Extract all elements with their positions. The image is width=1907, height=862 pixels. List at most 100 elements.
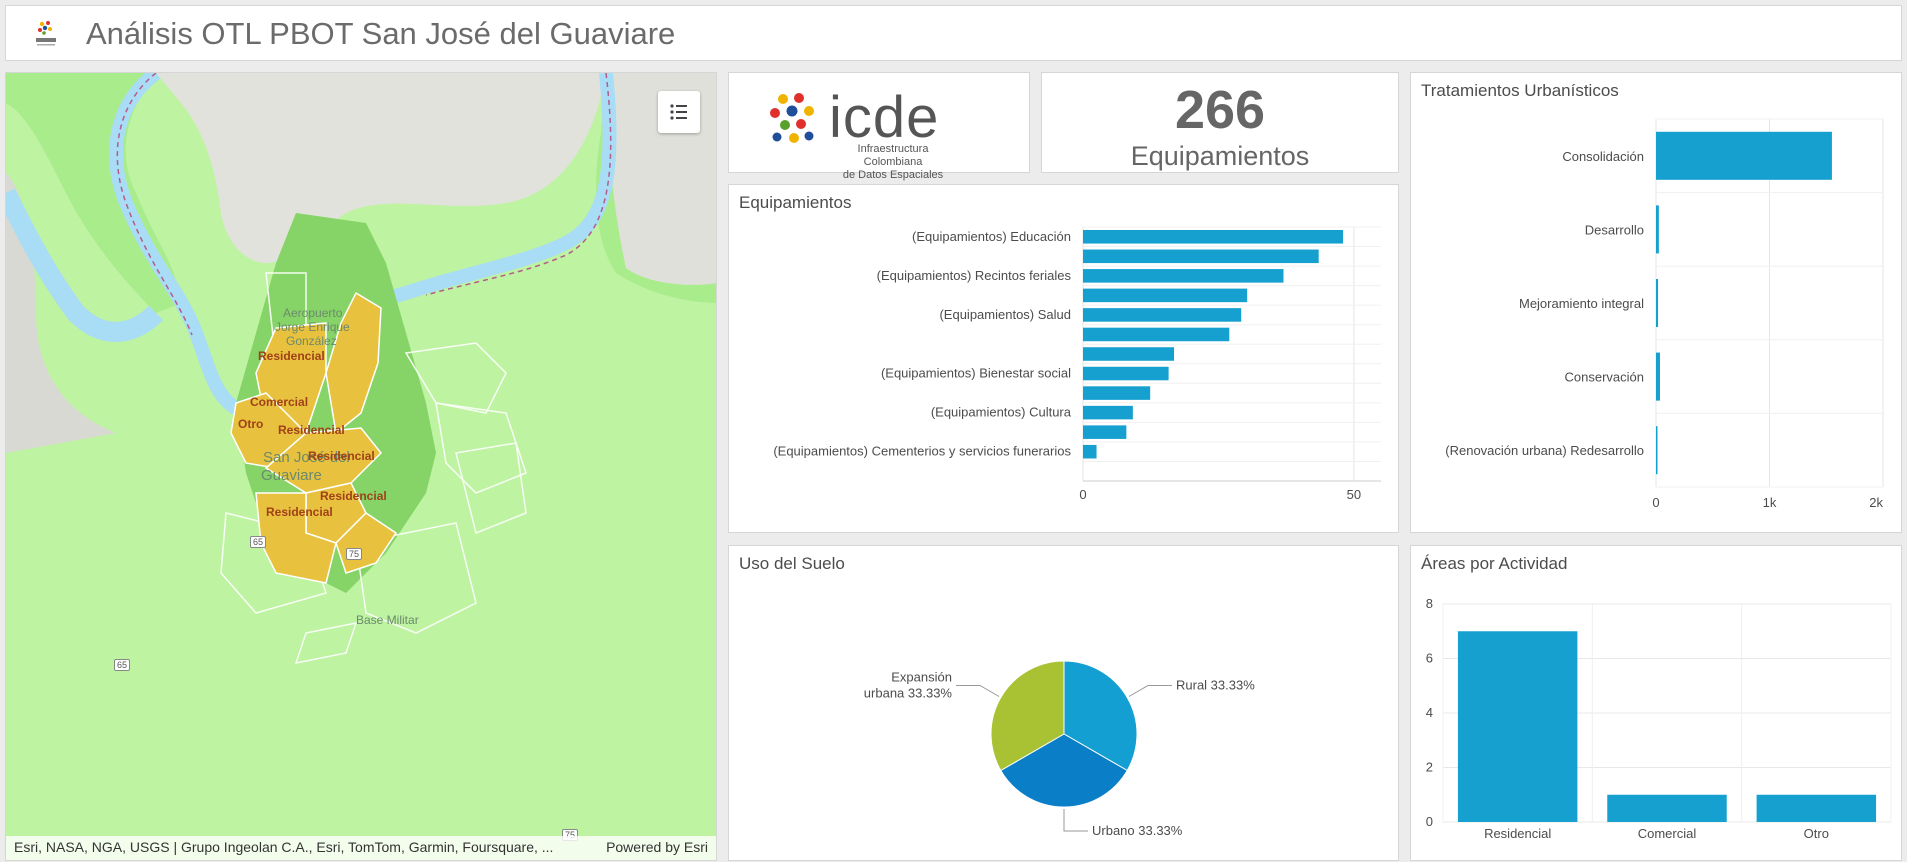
icde-logo-card: icde Infraestructura Colombiana de Datos… (728, 72, 1030, 181)
map-attribution: Esri, NASA, NGA, USGS | Grupo Ingeolan C… (6, 836, 716, 860)
bar[interactable] (1083, 230, 1344, 244)
category-label: Conservación (1565, 370, 1645, 385)
pie-leader-line (955, 685, 1000, 697)
tratamientos-chart-panel: Tratamientos Urbanísticos 0 1k 2k Consolida… (1410, 72, 1902, 533)
x-tick-label: 1k (1763, 495, 1777, 510)
bar[interactable] (1083, 347, 1175, 361)
areas-actividad-bar-chart[interactable]: 0 2 4 6 8 Residencial Comercial Otro (1411, 582, 1901, 860)
x-tick-label: 50 (1347, 487, 1361, 502)
category-label: (Equipamientos) Educación (912, 229, 1071, 244)
bar[interactable] (1656, 131, 1832, 180)
category-label: Consolidación (1562, 149, 1644, 164)
zone-label: Residencial (266, 505, 333, 519)
category-label: (Equipamientos) Cultura (931, 405, 1072, 420)
pie-label: Expansión (891, 670, 952, 685)
uso-suelo-pie-chart[interactable]: Rural 33.33% Urbano 33.33% Expansiónurbana… (729, 582, 1398, 860)
road-shield: 75 (346, 548, 363, 560)
y-tick-label: 2 (1426, 760, 1433, 775)
category-label: Residencial (1484, 826, 1551, 841)
zone-label: Residencial (308, 449, 375, 463)
zone-label: Residencial (320, 489, 387, 503)
equipamientos-chart-panel: Equipamientos 0 50 (Equipamientos) Educaci… (728, 184, 1399, 533)
zone-label: Residencial (278, 423, 345, 437)
panel-title: Equipamientos (739, 193, 852, 212)
icde-subtitle-line: Infraestructura Colombiana (857, 143, 929, 168)
category-label: (Equipamientos) Recintos feriales (877, 268, 1072, 283)
bar[interactable] (1457, 631, 1578, 822)
uso-suelo-chart-panel: Uso del Suelo Rural 33.33% Urbano 33.33% E… (728, 545, 1399, 861)
category-label: (Equipamientos) Cementerios y servicios … (773, 444, 1071, 459)
bar[interactable] (1083, 269, 1284, 283)
bar[interactable] (1656, 279, 1659, 327)
x-tick-label: 0 (1079, 487, 1086, 502)
x-tick-label: 2k (1869, 495, 1883, 510)
bar[interactable] (1656, 352, 1660, 401)
bar[interactable] (1656, 205, 1659, 254)
panel-title: Tratamientos Urbanísticos (1421, 81, 1619, 100)
bar[interactable] (1083, 425, 1127, 439)
y-tick-label: 8 (1426, 596, 1433, 611)
pie-leader-line (1063, 809, 1088, 832)
map-canvas[interactable] (6, 73, 717, 861)
app-header: Análisis OTL PBOT San José del Guaviare (5, 5, 1902, 61)
kpi-value: 266 (1174, 80, 1266, 140)
bar[interactable] (1083, 249, 1319, 264)
legend-button[interactable] (658, 91, 700, 133)
bar[interactable] (1083, 444, 1097, 459)
pie-label: urbana 33.33% (864, 686, 953, 701)
tratamientos-bar-chart[interactable]: 0 1k 2k Consolidación Desarrollo Mejoramiento… (1411, 109, 1901, 531)
panel-title: Áreas por Actividad (1421, 554, 1568, 573)
icde-logo-icon (770, 93, 814, 143)
bar[interactable] (1083, 386, 1151, 400)
road-shield: 65 (250, 536, 267, 548)
icde-small-logo-icon (36, 21, 56, 46)
road-shield: 65 (114, 659, 131, 671)
category-label: (Equipamientos) Salud (939, 307, 1071, 322)
icde-subtitle-line: de Datos Espaciales (842, 169, 944, 181)
zone-label: Otro (238, 417, 264, 431)
zone-label: Comercial (250, 395, 309, 409)
place-label: Jorge Enrique (275, 320, 350, 334)
place-label: San José del (263, 449, 350, 466)
bar[interactable] (1756, 794, 1877, 822)
zone-label: Residencial (258, 349, 325, 363)
bar[interactable] (1083, 288, 1248, 303)
equipamientos-bar-chart[interactable]: 0 50 (Equipamientos) Educación (Equipamient… (729, 221, 1398, 531)
category-label: (Renovación urbana) Redesarrollo (1445, 443, 1644, 458)
kpi-card: 266 Equipamientos (1041, 72, 1399, 173)
category-label: Comercial (1638, 826, 1697, 841)
category-label: (Equipamientos) Bienestar social (881, 366, 1071, 381)
attribution-text: Esri, NASA, NGA, USGS | Grupo Ingeolan C… (14, 839, 554, 855)
icde-subtitle: Infraestructura Colombiana de Datos Espa… (833, 143, 953, 182)
x-tick-label: 0 (1652, 495, 1659, 510)
category-label: Desarrollo (1585, 222, 1644, 237)
pie-label: Rural 33.33% (1176, 678, 1255, 693)
pie-slice[interactable] (990, 660, 1065, 772)
icde-brand-text: icde (829, 85, 940, 150)
page-title: Análisis OTL PBOT San José del Guaviare (86, 16, 676, 51)
place-label: Base Militar (356, 613, 419, 627)
category-label: Otro (1804, 826, 1829, 841)
powered-by-esri-link[interactable]: Powered by Esri (606, 839, 708, 855)
panel-title: Uso del Suelo (739, 554, 845, 573)
y-tick-label: 0 (1426, 814, 1433, 829)
bar[interactable] (1083, 405, 1133, 420)
pie-label: Urbano 33.33% (1092, 823, 1183, 838)
bar[interactable] (1083, 327, 1230, 342)
pie-slice[interactable] (1063, 660, 1138, 772)
bar[interactable] (1083, 308, 1242, 322)
place-label: Aeropuerto (283, 306, 343, 320)
category-label: Mejoramiento integral (1519, 296, 1644, 311)
place-label: Guaviare (261, 467, 322, 484)
place-label: González (286, 334, 337, 348)
bar[interactable] (1607, 794, 1727, 822)
kpi-label: Equipamientos (1130, 141, 1310, 171)
bar[interactable] (1656, 426, 1658, 475)
y-tick-label: 4 (1426, 705, 1433, 720)
pie-leader-line (1128, 685, 1173, 697)
legend-list-icon (670, 104, 687, 120)
y-tick-label: 6 (1426, 651, 1433, 666)
bar[interactable] (1083, 366, 1169, 381)
areas-actividad-chart-panel: Áreas por Actividad 0 2 4 6 8 Residencial Come… (1410, 545, 1902, 861)
map-view[interactable]: Aeropuerto Jorge Enrique González San Jo… (5, 72, 717, 861)
